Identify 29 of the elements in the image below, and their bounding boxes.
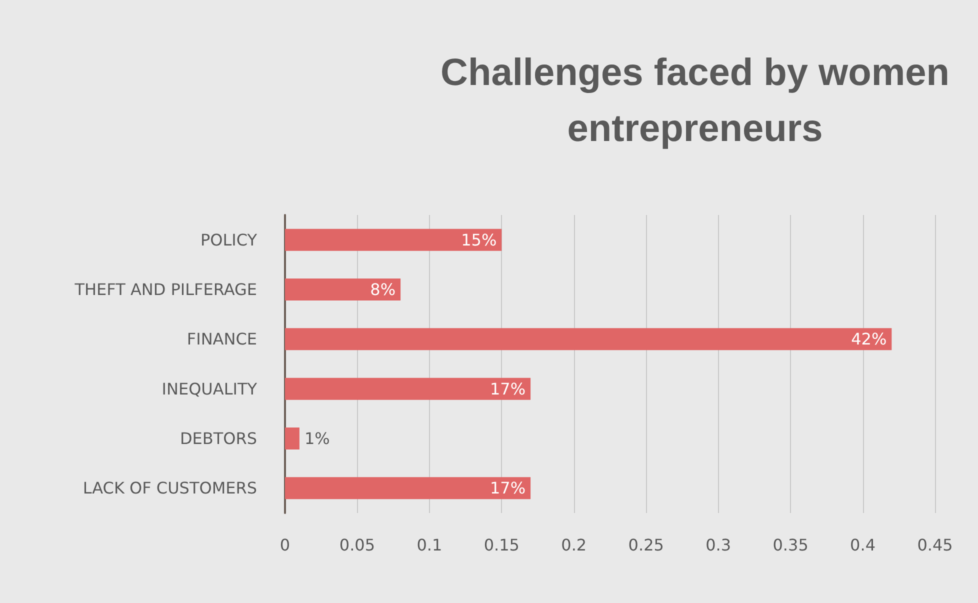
x-tick-label: 0.4 xyxy=(850,536,876,554)
bar xyxy=(285,378,531,400)
data-label: 1% xyxy=(304,429,330,448)
x-tick-label: 0.25 xyxy=(628,536,664,554)
y-tick-label: INEQUALITY xyxy=(162,379,258,398)
x-tick-label: 0.3 xyxy=(706,536,732,554)
x-tick-label: 0.2 xyxy=(561,536,587,554)
chart-title: Challenges faced by women entrepreneurs xyxy=(440,52,950,150)
data-label: 17% xyxy=(490,379,526,398)
bar xyxy=(285,228,502,251)
data-label: 15% xyxy=(461,230,497,250)
bar xyxy=(285,278,401,300)
bar xyxy=(285,428,300,450)
data-label: 17% xyxy=(490,478,526,498)
bar xyxy=(285,477,531,500)
y-tick-label: FINANCE xyxy=(186,330,257,349)
y-tick-label: POLICY xyxy=(200,230,258,250)
x-tick-label: 0.35 xyxy=(772,536,808,554)
bar xyxy=(285,328,892,350)
x-tick-label: 0.05 xyxy=(339,536,376,554)
x-tick-label: 0.45 xyxy=(917,536,953,554)
y-tick-label: THEFT AND PILFERAGE xyxy=(74,280,257,299)
y-tick-label: LACK OF CUSTOMERS xyxy=(82,478,257,498)
x-tick-label: 0.15 xyxy=(484,536,520,554)
x-tick-label: 0.1 xyxy=(416,536,442,554)
y-tick-label: DEBTORS xyxy=(180,429,257,448)
data-label: 8% xyxy=(370,280,396,299)
x-tick-label: 0 xyxy=(280,536,290,554)
data-label: 42% xyxy=(851,330,887,349)
